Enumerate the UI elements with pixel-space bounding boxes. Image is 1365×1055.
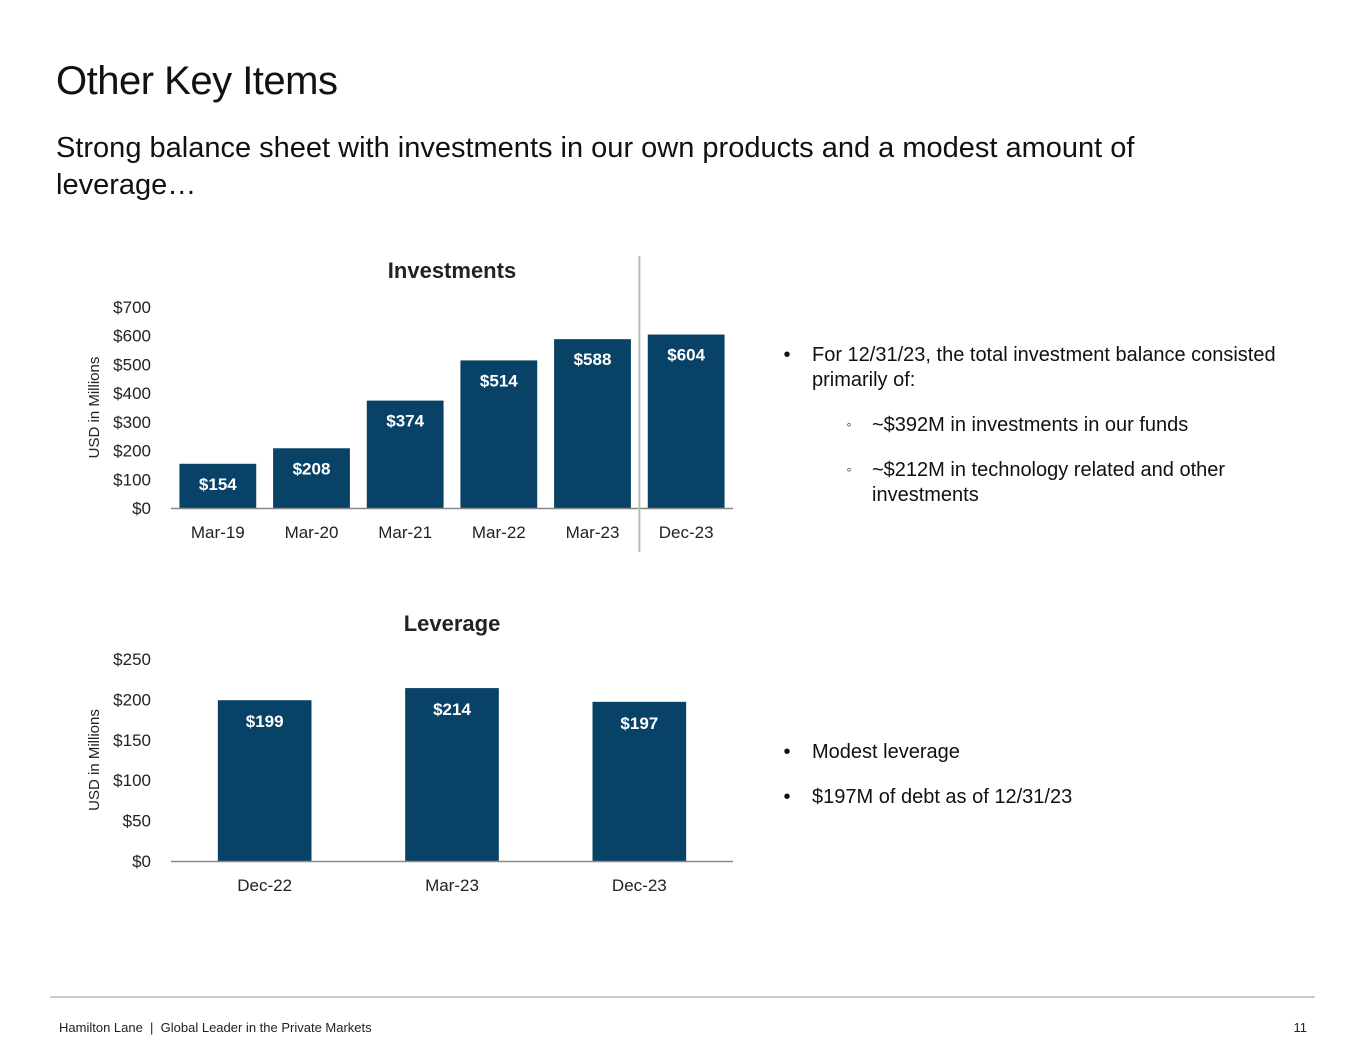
bullet-text: $197M of debt as of 12/31/23 bbox=[812, 786, 1073, 808]
footer-divider bbox=[50, 996, 1315, 998]
bar-value-label: $374 bbox=[386, 412, 424, 431]
y-tick-label: $300 bbox=[113, 413, 151, 432]
bar-value-label: $214 bbox=[433, 700, 471, 719]
leverage-chart: Leverage USD in Millions $0 $50 $100 $150 $200… bbox=[86, 611, 733, 895]
bar bbox=[592, 701, 687, 861]
bar-value-label: $208 bbox=[293, 459, 331, 478]
chart-title: Investments bbox=[388, 258, 516, 283]
bar bbox=[179, 463, 257, 508]
x-tick-label: Mar-21 bbox=[378, 523, 432, 542]
x-tick-label: Dec-23 bbox=[612, 876, 667, 895]
x-tick-label: Dec-22 bbox=[237, 876, 292, 895]
y-tick-label: $600 bbox=[113, 327, 151, 346]
y-tick-label: $400 bbox=[113, 384, 151, 403]
bar bbox=[217, 700, 312, 861]
y-tick-label: $50 bbox=[123, 812, 151, 831]
y-tick-label: $100 bbox=[113, 470, 151, 489]
y-axis-label: USD in Millions bbox=[86, 709, 103, 811]
page-subtitle: Strong balance sheet with investments in… bbox=[56, 132, 1135, 201]
x-tick-label: Mar-20 bbox=[285, 523, 339, 542]
bar bbox=[460, 360, 538, 508]
sub-bullet-dot: ◦ bbox=[846, 461, 852, 477]
y-tick-label: $0 bbox=[132, 499, 151, 518]
bar-value-label: $199 bbox=[246, 712, 284, 731]
bullet-dot: • bbox=[783, 741, 791, 763]
footer-text: Hamilton Lane | Global Leader in the Pri… bbox=[59, 1020, 372, 1035]
y-tick-label: $200 bbox=[113, 690, 151, 709]
x-tick-label: Mar-23 bbox=[425, 876, 479, 895]
bullet-text: For 12/31/23, the total investment balan… bbox=[812, 344, 1276, 391]
page-number: 11 bbox=[1293, 1020, 1308, 1035]
bullet-dot: • bbox=[783, 786, 791, 808]
y-tick-label: $500 bbox=[113, 355, 151, 374]
bar-value-label: $154 bbox=[199, 475, 237, 494]
bar bbox=[554, 339, 631, 508]
x-tick-label: Dec-23 bbox=[659, 523, 714, 542]
bullet-text: Modest leverage bbox=[812, 741, 960, 763]
leverage-notes: • Modest leverage • $197M of debt as of … bbox=[780, 740, 1300, 810]
bar bbox=[647, 334, 725, 508]
bullet-item: • Modest leverage bbox=[780, 740, 1300, 765]
sub-bullet-text: ~$392M in investments in our funds bbox=[872, 414, 1189, 436]
y-tick-label: $100 bbox=[113, 771, 151, 790]
bar-value-label: $514 bbox=[480, 371, 518, 390]
y-tick-label: $0 bbox=[132, 852, 151, 871]
y-tick-label: $700 bbox=[113, 298, 151, 317]
y-tick-label: $150 bbox=[113, 731, 151, 750]
y-axis-label: USD in Millions bbox=[86, 357, 103, 459]
x-tick-label: Mar-22 bbox=[472, 523, 526, 542]
sub-bullet-dot: ◦ bbox=[846, 416, 852, 432]
bullet-item: • For 12/31/23, the total investment bal… bbox=[780, 343, 1300, 393]
x-tick-label: Mar-23 bbox=[566, 523, 620, 542]
investments-chart: Investments USD in Millions $0 $100 $200 $300… bbox=[86, 256, 733, 552]
bullet-dot: • bbox=[783, 344, 791, 366]
bar-value-label: $588 bbox=[574, 350, 612, 369]
chart-title: Leverage bbox=[404, 611, 501, 636]
y-tick-label: $200 bbox=[113, 442, 151, 461]
x-tick-label: Mar-19 bbox=[191, 523, 245, 542]
bullet-item: • $197M of debt as of 12/31/23 bbox=[780, 785, 1300, 810]
bar-value-label: $197 bbox=[620, 714, 658, 733]
y-tick-label: $250 bbox=[113, 650, 151, 669]
sub-bullet-item: ◦ ~$392M in investments in our funds bbox=[842, 413, 1300, 438]
bar bbox=[273, 448, 350, 508]
sub-bullet-text: ~$212M in technology related and other i… bbox=[872, 459, 1226, 506]
page-title: Other Key Items bbox=[56, 59, 338, 103]
bar bbox=[405, 688, 499, 861]
sub-bullet-item: ◦ ~$212M in technology related and other… bbox=[842, 458, 1300, 508]
bar bbox=[366, 400, 444, 508]
investments-notes: • For 12/31/23, the total investment bal… bbox=[780, 343, 1300, 508]
bar-value-label: $604 bbox=[667, 346, 705, 365]
